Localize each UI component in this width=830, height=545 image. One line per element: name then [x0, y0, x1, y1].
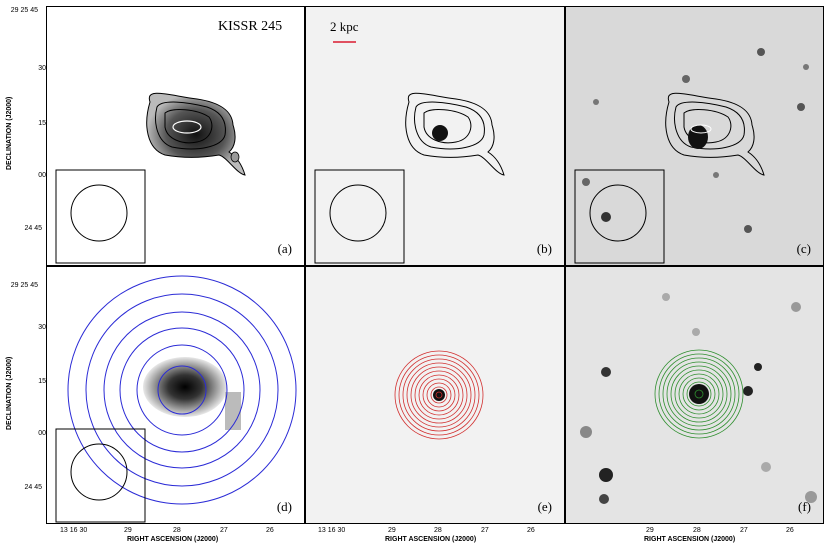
panel-c-image	[566, 7, 823, 265]
panel-b-image	[306, 7, 564, 265]
panel-label-a: (a)	[277, 241, 292, 256]
panel-b: 2 kpc (b)	[305, 6, 565, 266]
y-tick-top-4: 00	[38, 172, 46, 179]
x-tick-e-4: 27	[481, 527, 489, 534]
object-name: KISSR 245	[218, 19, 283, 34]
x-tick-f-3: 28	[693, 527, 701, 534]
y-tick-bottom-2: 30	[38, 324, 46, 331]
x-axis-title-3: RIGHT ASCENSION (J2000)	[644, 536, 736, 543]
panel-a-image	[55, 92, 246, 264]
x-tick-e-5: 26	[527, 527, 535, 534]
x-tick-f-2: 29	[646, 527, 654, 534]
y-tick-bottom-5: 24 45	[24, 484, 42, 491]
y-axis-title-bottom: DECLINATION (J2000)	[6, 356, 13, 430]
y-tick-bottom-1: 29 25 45	[10, 282, 38, 289]
y-axis-title-top: DECLINATION (J2000)	[6, 96, 13, 170]
panel-d-image	[55, 275, 297, 523]
y-tick-bottom-4: 00	[38, 430, 46, 437]
x-tick-4: 27	[220, 527, 228, 534]
x-tick-e-3: 28	[434, 527, 442, 534]
panel-label-c: (c)	[796, 241, 811, 256]
panel-e-image	[306, 267, 564, 523]
scale-bar-label: 2 kpc	[330, 19, 359, 34]
y-tick-top-5: 24 45	[24, 225, 42, 232]
panel-f: (f)	[565, 266, 824, 524]
x-tick-5: 26	[266, 527, 274, 534]
x-axis-title-2: RIGHT ASCENSION (J2000)	[385, 536, 477, 543]
x-tick-2: 29	[124, 527, 132, 534]
panel-a: KISSR 245 (a)	[46, 6, 305, 266]
x-axis-title-1: RIGHT ASCENSION (J2000)	[127, 536, 219, 543]
x-tick-1: 13 16 30	[60, 527, 88, 534]
panel-f-image	[566, 267, 823, 523]
y-tick-top-1: 29 25 45	[10, 7, 38, 14]
panel-d: (d)	[46, 266, 305, 524]
panel-c: (c)	[565, 6, 824, 266]
panel-e: (e)	[305, 266, 565, 524]
y-tick-top-3: 15	[38, 120, 46, 127]
panel-label-e: (e)	[537, 499, 552, 514]
x-tick-3: 28	[173, 527, 181, 534]
x-tick-f-4: 27	[740, 527, 748, 534]
panel-label-b: (b)	[536, 241, 552, 256]
x-tick-e-2: 29	[388, 527, 396, 534]
panel-label-f: (f)	[798, 499, 811, 514]
y-tick-top-2: 30	[38, 65, 46, 72]
x-tick-f-5: 26	[786, 527, 794, 534]
x-tick-e-1: 13 16 30	[318, 527, 346, 534]
panel-label-d: (d)	[276, 499, 292, 514]
y-tick-bottom-3: 15	[38, 378, 46, 385]
